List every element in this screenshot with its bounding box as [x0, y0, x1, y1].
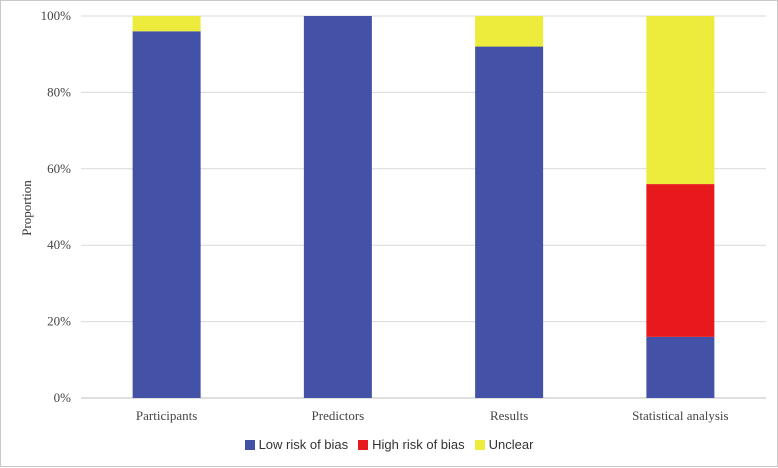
y-tick-label: 80% [47, 84, 71, 99]
y-axis-title: Proportion [19, 180, 34, 236]
x-tick-label: Predictors [312, 408, 365, 423]
legend: Low risk of bias High risk of bias Unclear [1, 437, 777, 452]
bar-segment [303, 16, 372, 398]
bar-segment [132, 16, 201, 32]
x-axis-ticks: Participants Predictors Results Statistical… [136, 408, 729, 423]
y-tick-label: 40% [47, 237, 71, 252]
legend-swatch [474, 439, 485, 450]
legend-label: High risk of bias [372, 437, 465, 452]
bars [132, 16, 715, 399]
y-tick-label: 100% [41, 8, 72, 23]
bar-segment [475, 46, 544, 399]
bar-segment [646, 184, 715, 337]
x-tick-label: Participants [136, 408, 197, 423]
x-tick-label: Results [490, 408, 528, 423]
bar-segment [132, 31, 201, 399]
legend-label: Low risk of bias [258, 437, 349, 452]
legend-item: Unclear [474, 437, 534, 452]
legend-label: Unclear [488, 437, 534, 452]
y-tick-label: 20% [47, 314, 71, 329]
legend-swatch [358, 439, 369, 450]
y-tick-label: 0% [54, 390, 72, 405]
bar-segment [475, 16, 544, 47]
legend-swatch [244, 439, 255, 450]
x-tick-label: Statistical analysis [632, 408, 728, 423]
bar-segment [646, 16, 715, 185]
legend-item: Low risk of bias [244, 437, 349, 452]
y-tick-label: 60% [47, 161, 71, 176]
legend-item: High risk of bias [358, 437, 465, 452]
y-axis-ticks: 0% 20% 40% 60% 80% 100% [41, 8, 72, 405]
bar-segment [646, 336, 715, 398]
